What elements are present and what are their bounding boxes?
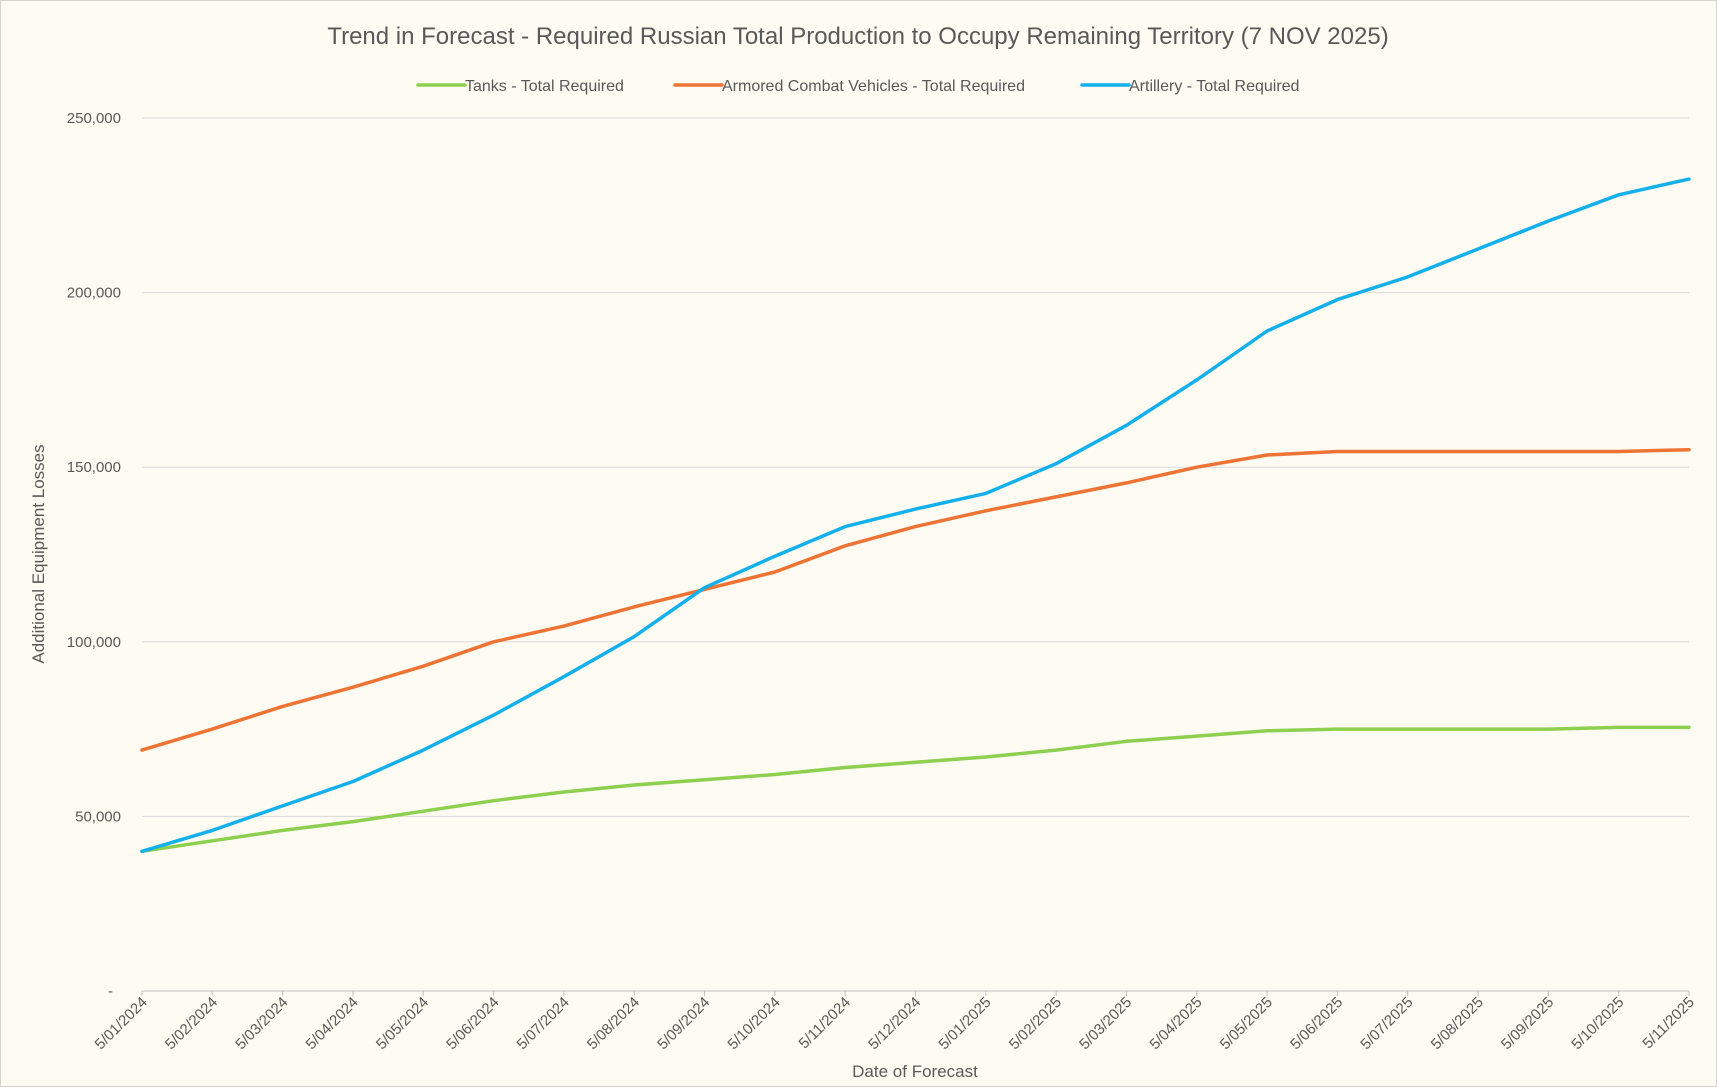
- y-tick-label: 150,000: [67, 459, 121, 476]
- x-tick-label: 5/03/2024: [232, 994, 291, 1053]
- gridlines: [142, 117, 1689, 992]
- x-tick-label: 5/04/2025: [1146, 994, 1205, 1053]
- chart-title: Trend in Forecast - Required Russian Tot…: [327, 23, 1388, 50]
- x-tick-label: 5/07/2024: [514, 994, 573, 1053]
- x-tick-label: 5/07/2025: [1357, 994, 1416, 1053]
- x-tick-label: 5/04/2024: [303, 994, 362, 1053]
- x-tick-label: 5/10/2024: [724, 994, 783, 1053]
- x-tick-label: 5/09/2024: [654, 994, 713, 1053]
- x-tick-label: 5/08/2025: [1428, 994, 1487, 1053]
- x-axis-ticks: 5/01/2024 5/02/2024 5/03/2024 5/04/2024 5/05…: [92, 991, 1698, 1053]
- series-line-armored-combat-vehicles-total-required: [140, 447, 1691, 752]
- x-tick-label: 5/09/2025: [1498, 994, 1557, 1053]
- y-tick-label: 200,000: [67, 285, 121, 302]
- x-tick-label: 5/11/2024: [796, 994, 854, 1052]
- x-tick-label: 5/05/2025: [1217, 994, 1276, 1053]
- y-axis-ticks: - 50,000 100,000 150,000 200,000 250,000: [67, 110, 121, 1000]
- x-tick-label: 5/05/2024: [373, 994, 432, 1053]
- x-tick-label: 5/12/2024: [865, 994, 924, 1053]
- x-tick-label: 5/01/2025: [935, 994, 994, 1053]
- y-tick-label: 250,000: [67, 110, 121, 127]
- x-axis-title: Date of Forecast: [852, 1062, 978, 1081]
- legend-label: Armored Combat Vehicles - Total Required: [722, 78, 1025, 95]
- y-tick-label: 50,000: [75, 808, 121, 825]
- series-lines: [140, 177, 1691, 854]
- legend: Tanks - Total Required Armored Combat Veh…: [416, 78, 1299, 95]
- series-line-artillery-total-required: [140, 177, 1691, 854]
- x-tick-label: 5/08/2024: [584, 994, 643, 1053]
- y-tick-label: -: [108, 983, 113, 1000]
- legend-label: Artillery - Total Required: [1129, 78, 1299, 95]
- x-tick-label: 5/01/2024: [92, 994, 151, 1053]
- x-tick-label: 5/11/2025: [1639, 994, 1697, 1052]
- x-tick-label: 5/03/2025: [1076, 994, 1135, 1053]
- x-tick-label: 5/10/2025: [1568, 994, 1627, 1053]
- x-tick-label: 5/06/2025: [1287, 994, 1346, 1053]
- x-tick-label: 5/02/2025: [1006, 994, 1065, 1053]
- y-axis-title: Additional Equipment Losses: [29, 444, 48, 663]
- x-tick-label: 5/02/2024: [162, 994, 221, 1053]
- x-tick-label: 5/06/2024: [443, 994, 502, 1053]
- y-tick-label: 100,000: [67, 634, 121, 651]
- series-line-tanks-total-required: [140, 725, 1691, 854]
- legend-label: Tanks - Total Required: [465, 78, 624, 95]
